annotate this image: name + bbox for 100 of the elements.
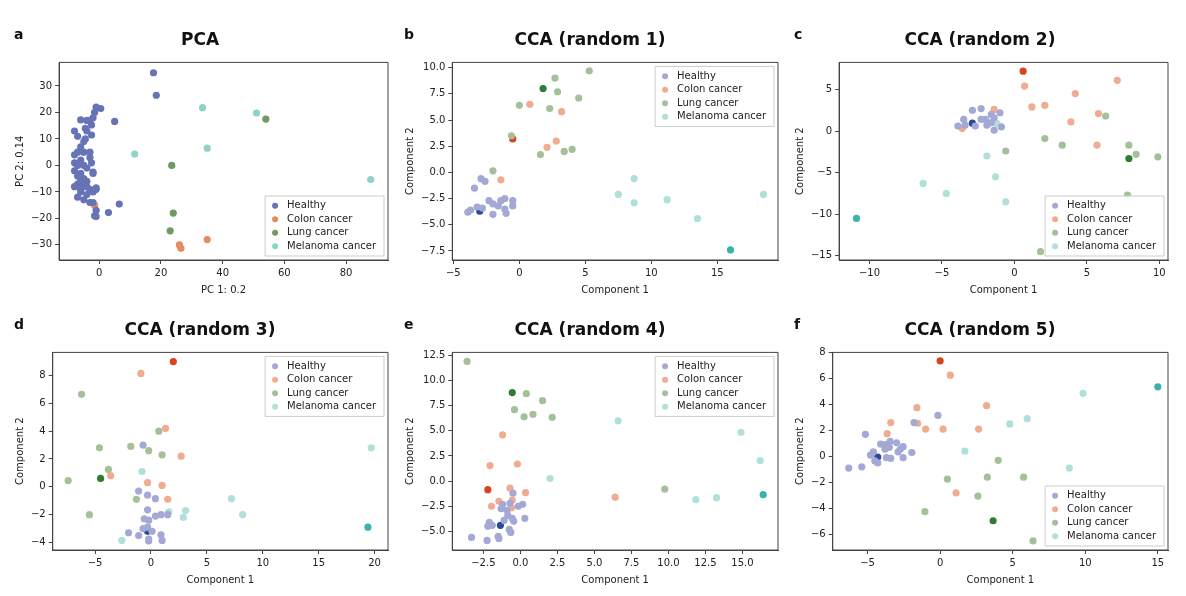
x-tick-label: 0 xyxy=(516,266,523,278)
y-tick-label: −7.5 xyxy=(420,244,446,256)
legend-label: Healthy xyxy=(677,69,716,81)
y-axis-title: Component 2 xyxy=(403,417,415,485)
y-tick-label: 8 xyxy=(819,345,826,357)
legend-label: Healthy xyxy=(677,359,716,371)
text: b xyxy=(404,26,415,42)
y-tick-label: −2 xyxy=(810,475,826,487)
y-axis-title: Component 2 xyxy=(793,127,805,195)
y-tick-label: 0 xyxy=(39,480,46,492)
x-axis-title: Component 1 xyxy=(966,573,1035,585)
legend-label: Colon cancer xyxy=(287,373,354,385)
x-tick-label: 0.0 xyxy=(512,556,529,568)
y-axis-title: Component 2 xyxy=(13,417,25,485)
legend-label: Melanoma cancer xyxy=(677,400,767,412)
x-tick-label: 5 xyxy=(582,266,589,278)
x-tick-label: 15.0 xyxy=(731,556,754,568)
legend-label: Melanoma cancer xyxy=(287,400,377,412)
text: a xyxy=(14,26,24,42)
legend-label: Lung cancer xyxy=(677,386,740,398)
y-tick-label: 0 xyxy=(825,124,833,136)
x-tick-label: 2.5 xyxy=(549,556,566,568)
y-tick-label: −2.5 xyxy=(420,499,446,511)
x-tick-label: 0 xyxy=(936,556,944,568)
y-tick-label: −20 xyxy=(30,212,53,224)
y-tick-label: 2.5 xyxy=(429,139,446,151)
y-tick-label: −10 xyxy=(30,185,53,197)
y-tick-label: 10.0 xyxy=(423,61,446,73)
x-tick-label: 10 xyxy=(1078,556,1092,568)
x-tick-label: −5 xyxy=(860,556,875,568)
y-tick-label: −6 xyxy=(810,527,826,539)
x-axis-title: PC 1: 0.2 xyxy=(201,283,247,295)
y-tick-label: 20 xyxy=(39,106,53,118)
x-tick-label: 5 xyxy=(1083,266,1091,278)
x-tick-label: 60 xyxy=(277,266,291,278)
x-tick-label: −5 xyxy=(87,556,103,568)
y-tick-label: 5 xyxy=(825,83,833,95)
y-tick-label: 0 xyxy=(45,159,53,171)
text: c xyxy=(794,26,803,42)
chart-title: CCA (random 2) xyxy=(904,28,1056,49)
legend-label: Healthy xyxy=(287,359,326,371)
y-tick-label: 6 xyxy=(819,371,826,383)
y-tick-label: 0.0 xyxy=(429,474,446,486)
y-tick-label: 2.5 xyxy=(429,449,446,461)
y-tick-label: 0 xyxy=(819,449,826,461)
y-tick-label: −10 xyxy=(810,207,833,219)
x-axis-title: Component 1 xyxy=(581,283,649,295)
x-tick-label: 20 xyxy=(368,556,381,568)
y-tick-label: 4 xyxy=(819,397,826,409)
y-tick-label: 6 xyxy=(39,396,46,408)
y-tick-label: 10 xyxy=(39,132,53,144)
x-tick-label: 0 xyxy=(1011,266,1018,278)
x-tick-label: 5.0 xyxy=(586,556,603,568)
x-tick-label: 0 xyxy=(96,266,103,278)
y-tick-label: −4 xyxy=(810,501,826,513)
legend-label: Lung cancer xyxy=(1067,516,1130,528)
text: d xyxy=(14,316,25,332)
y-tick-label: 2 xyxy=(819,423,826,435)
legend-label: Melanoma cancer xyxy=(677,110,767,122)
chart-title: CCA (random 3) xyxy=(124,318,276,339)
y-tick-label: 2 xyxy=(39,452,46,464)
x-tick-label: 10 xyxy=(256,556,270,568)
y-tick-label: −30 xyxy=(30,238,53,250)
x-tick-label: 40 xyxy=(216,266,229,278)
y-tick-label: −5.0 xyxy=(420,218,446,230)
legend-label: Healthy xyxy=(1067,489,1106,501)
x-tick-label: 80 xyxy=(339,266,353,278)
x-axis-title: Component 1 xyxy=(581,573,649,585)
y-tick-label: −2.5 xyxy=(420,192,446,204)
legend-label: Melanoma cancer xyxy=(1067,529,1157,541)
x-tick-label: 10 xyxy=(644,266,658,278)
y-tick-label: 30 xyxy=(39,79,53,91)
x-tick-label: 20 xyxy=(154,266,168,278)
y-axis-title: Component 2 xyxy=(793,417,805,485)
chart-title: CCA (random 1) xyxy=(514,28,666,49)
y-tick-label: −2 xyxy=(30,508,46,520)
chart-title: CCA (random 5) xyxy=(904,318,1056,339)
x-tick-label: 0 xyxy=(147,556,155,568)
legend-label: Lung cancer xyxy=(287,226,350,238)
y-tick-label: 7.5 xyxy=(429,87,446,99)
legend-label: Healthy xyxy=(1067,199,1106,211)
y-tick-label: −5 xyxy=(817,166,833,178)
y-tick-label: −4 xyxy=(30,536,46,548)
x-tick-label: −5 xyxy=(445,266,461,278)
legend-label: Lung cancer xyxy=(1067,226,1130,238)
chart-title: CCA (random 4) xyxy=(514,318,666,339)
x-tick-label: −2.5 xyxy=(471,556,496,568)
x-tick-label: 15 xyxy=(1151,556,1165,568)
x-tick-label: 5 xyxy=(1009,556,1016,568)
legend-label: Colon cancer xyxy=(677,83,744,95)
x-tick-label: 15 xyxy=(710,266,724,278)
legend-label: Colon cancer xyxy=(1067,502,1134,514)
y-axis-title: PC 2: 0.14 xyxy=(13,135,25,187)
y-axis-title: Component 2 xyxy=(403,127,415,195)
y-tick-label: −15 xyxy=(810,249,833,261)
x-tick-label: −10 xyxy=(858,266,881,278)
x-tick-label: 10 xyxy=(1152,266,1166,278)
legend-label: Colon cancer xyxy=(1067,212,1134,224)
y-tick-label: −5.0 xyxy=(420,524,446,536)
legend-label: Lung cancer xyxy=(287,386,350,398)
